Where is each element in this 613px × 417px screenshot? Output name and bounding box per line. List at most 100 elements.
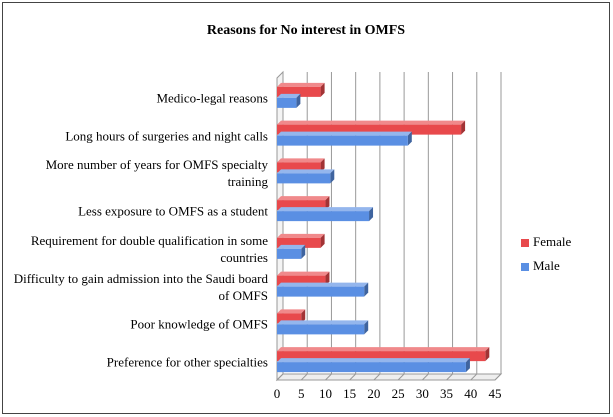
tick-floor (373, 373, 381, 381)
bar-top (277, 358, 470, 363)
bar-top (277, 233, 325, 238)
bar-side (364, 282, 369, 297)
tick-floor (446, 373, 453, 381)
bar (277, 93, 301, 108)
x-tick-label: 0 (274, 386, 281, 401)
tick-floor (300, 373, 308, 381)
bar-side (364, 320, 369, 335)
tick-floor (421, 373, 429, 381)
bar-side (330, 169, 335, 184)
y-tick-label: Requirement for double qualification in … (30, 232, 268, 265)
y-tick-label: Less exposure to OMFS as a student (78, 203, 268, 219)
bar-top (277, 309, 306, 314)
bar (277, 82, 325, 97)
bar-top (277, 271, 330, 276)
tick-floor (470, 373, 478, 381)
bar (277, 169, 335, 184)
bar (277, 358, 470, 373)
bar-side (485, 347, 490, 362)
y-tick-label: Difficulty to gain admission into the Sa… (13, 270, 268, 303)
tick-floor (325, 373, 332, 381)
x-tick-label: 45 (489, 386, 502, 401)
bar-front (277, 248, 302, 259)
bar-side (325, 196, 330, 211)
bar-front (277, 275, 326, 286)
bar-front (277, 211, 370, 222)
bar-top (277, 282, 369, 287)
bar-top (277, 320, 369, 325)
floor (275, 373, 503, 381)
x-tick-label: 40 (464, 386, 477, 401)
legend-swatch (521, 263, 529, 271)
tick-floor (349, 373, 357, 381)
bar-top (277, 347, 490, 352)
bar-side (369, 207, 374, 222)
bar (277, 233, 325, 248)
bar-top (277, 169, 335, 174)
bar-side (325, 271, 330, 286)
bar-side (301, 244, 306, 259)
x-tick-label: 10 (319, 386, 332, 401)
bar-top (277, 93, 301, 98)
bar-top (277, 120, 466, 125)
bar-front (277, 237, 321, 248)
x-tick-label: 15 (343, 386, 356, 401)
bar-front (277, 86, 321, 97)
bar-front (277, 162, 321, 173)
y-tick-label: Long hours of surgeries and night calls (65, 128, 268, 144)
bar (277, 347, 490, 362)
bar-front (277, 313, 302, 324)
bar-top (277, 196, 330, 201)
bar-front (277, 362, 466, 373)
x-tick-label: 30 (416, 386, 429, 401)
x-tick-label: 35 (440, 386, 453, 401)
bar-side (301, 309, 306, 324)
bar-top (277, 207, 374, 212)
bar-front (277, 351, 486, 362)
bar-side (296, 93, 301, 108)
bar-top (277, 131, 412, 136)
bar (277, 120, 466, 135)
legend-label: Female (533, 234, 571, 249)
bar (277, 158, 325, 173)
x-tick-label: 5 (298, 386, 305, 401)
bar-side (320, 158, 325, 173)
bar-front (277, 97, 297, 108)
y-tick-label: Preference for other specialties (106, 354, 268, 370)
legend-label: Male (533, 258, 560, 273)
bar-top (277, 158, 325, 163)
bar-side (407, 131, 412, 146)
bar-front (277, 135, 408, 146)
bar-front (277, 324, 365, 335)
y-tick-label: Poor knowledge of OMFS (130, 316, 268, 332)
bar (277, 309, 306, 324)
bar-top (277, 244, 306, 249)
bar (277, 131, 412, 146)
bar-side (461, 120, 466, 135)
tick-floor (397, 373, 405, 381)
chart-title: Reasons for No interest in OMFS (207, 23, 405, 38)
bar-top (277, 82, 325, 87)
bar-front (277, 124, 462, 135)
bar-side (465, 358, 470, 373)
x-tick-label: 20 (367, 386, 380, 401)
bar-front (277, 286, 365, 297)
tick-floor (494, 373, 502, 381)
bar (277, 207, 374, 222)
y-tick-label: Medico-legal reasons (156, 90, 268, 106)
bar-front (277, 200, 326, 211)
bar-front (277, 173, 331, 184)
bar (277, 244, 306, 259)
bar (277, 271, 330, 286)
bar (277, 196, 330, 211)
x-tick-label: 25 (392, 386, 405, 401)
bar (277, 320, 369, 335)
tick-floor (276, 373, 284, 381)
y-tick-label: More number of years for OMFS specialty … (45, 157, 268, 190)
bar-side (320, 233, 325, 248)
bar (277, 282, 369, 297)
legend-swatch (521, 239, 529, 247)
bar-side (320, 82, 325, 97)
